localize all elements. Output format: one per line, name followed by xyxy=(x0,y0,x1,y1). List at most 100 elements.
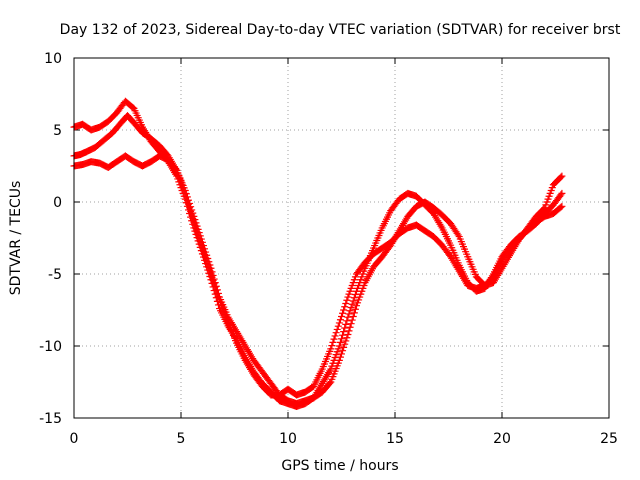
y-axis-label: SDTVAR / TECUs xyxy=(8,181,24,296)
data-point xyxy=(214,293,222,301)
x-tick-label: 10 xyxy=(279,431,297,447)
data-point xyxy=(172,165,180,173)
data-point xyxy=(196,238,204,246)
data-point xyxy=(212,286,220,294)
data-point xyxy=(203,257,211,265)
data-point xyxy=(344,313,352,321)
data-point xyxy=(209,276,217,284)
data-point xyxy=(338,312,345,320)
data-point xyxy=(204,260,212,268)
y-tick-label: -5 xyxy=(48,267,62,283)
x-tick-label: 25 xyxy=(600,431,618,447)
data-point xyxy=(194,231,202,239)
data-point xyxy=(338,350,345,358)
data-point xyxy=(341,324,349,332)
data-point xyxy=(343,334,351,342)
x-tick-label: 5 xyxy=(177,431,186,447)
data-point xyxy=(341,303,349,311)
data-point xyxy=(211,283,219,291)
data-point xyxy=(454,231,462,239)
data-point xyxy=(339,309,347,317)
data-point xyxy=(202,254,210,262)
data-point xyxy=(197,241,205,249)
data-point xyxy=(557,203,565,211)
data-point xyxy=(207,270,215,278)
data-point xyxy=(332,329,340,337)
x-tick-label: 15 xyxy=(386,431,404,447)
data-point xyxy=(342,300,350,308)
data-point xyxy=(329,338,337,346)
data-point xyxy=(338,335,345,343)
data-point xyxy=(335,342,343,350)
data-point xyxy=(340,328,348,336)
y-tick-labels: -15 -10 -5 0 5 10 xyxy=(39,51,62,427)
data-point xyxy=(351,291,359,299)
y-tick-label: 0 xyxy=(53,195,62,211)
data-point xyxy=(557,191,565,199)
data-point xyxy=(205,264,213,272)
data-point xyxy=(326,379,334,387)
data-point xyxy=(347,320,355,328)
y-tick-label: -10 xyxy=(39,339,62,355)
data-point xyxy=(199,247,207,255)
data-point xyxy=(191,221,199,229)
data-point xyxy=(192,225,200,233)
data-point xyxy=(335,319,343,327)
data-point xyxy=(183,197,191,205)
data-point xyxy=(188,211,196,219)
data-point xyxy=(341,340,349,348)
data-point xyxy=(187,207,195,215)
data-point xyxy=(193,228,201,236)
data-point xyxy=(331,332,339,340)
data-point xyxy=(336,338,344,346)
data-point xyxy=(182,193,190,201)
data-point xyxy=(198,244,206,252)
data-point xyxy=(210,280,218,288)
x-tick-labels: 0 5 10 15 20 25 xyxy=(70,431,618,447)
data-point xyxy=(540,205,548,213)
data-point xyxy=(348,300,356,308)
y-tick-label: -15 xyxy=(39,411,62,427)
data-point xyxy=(349,297,357,305)
data-point xyxy=(558,172,566,180)
data-point xyxy=(189,215,197,223)
data-point xyxy=(343,317,351,325)
data-points xyxy=(70,97,566,410)
data-point xyxy=(336,316,344,324)
data-point xyxy=(348,316,356,324)
data-point xyxy=(343,296,351,304)
chart-title: Day 132 of 2023, Sidereal Day-to-day VTE… xyxy=(60,22,621,38)
data-point xyxy=(190,218,198,226)
data-point xyxy=(327,345,335,353)
data-point xyxy=(184,200,192,208)
data-point xyxy=(345,310,353,318)
plot-frame xyxy=(73,57,610,419)
y-tick-label: 10 xyxy=(44,51,62,67)
data-point xyxy=(349,312,357,320)
data-point xyxy=(347,303,355,311)
data-point xyxy=(339,331,347,339)
data-point xyxy=(350,309,358,317)
data-point xyxy=(334,322,342,330)
data-point xyxy=(558,189,566,197)
x-tick-label: 20 xyxy=(493,431,511,447)
data-point xyxy=(339,347,347,355)
data-point xyxy=(345,327,353,335)
data-point xyxy=(328,342,336,350)
x-tick-label: 0 xyxy=(70,431,79,447)
data-point xyxy=(346,323,354,331)
data-point xyxy=(181,189,189,197)
y-tick-label: 5 xyxy=(53,123,62,139)
data-point xyxy=(346,307,354,315)
data-point xyxy=(195,234,203,242)
data-point xyxy=(342,320,350,328)
data-point xyxy=(206,267,214,275)
data-point xyxy=(558,202,566,210)
data-point xyxy=(340,306,348,314)
data-point xyxy=(351,305,359,313)
data-point xyxy=(340,343,348,351)
data-point xyxy=(201,251,209,259)
data-point xyxy=(350,294,358,302)
